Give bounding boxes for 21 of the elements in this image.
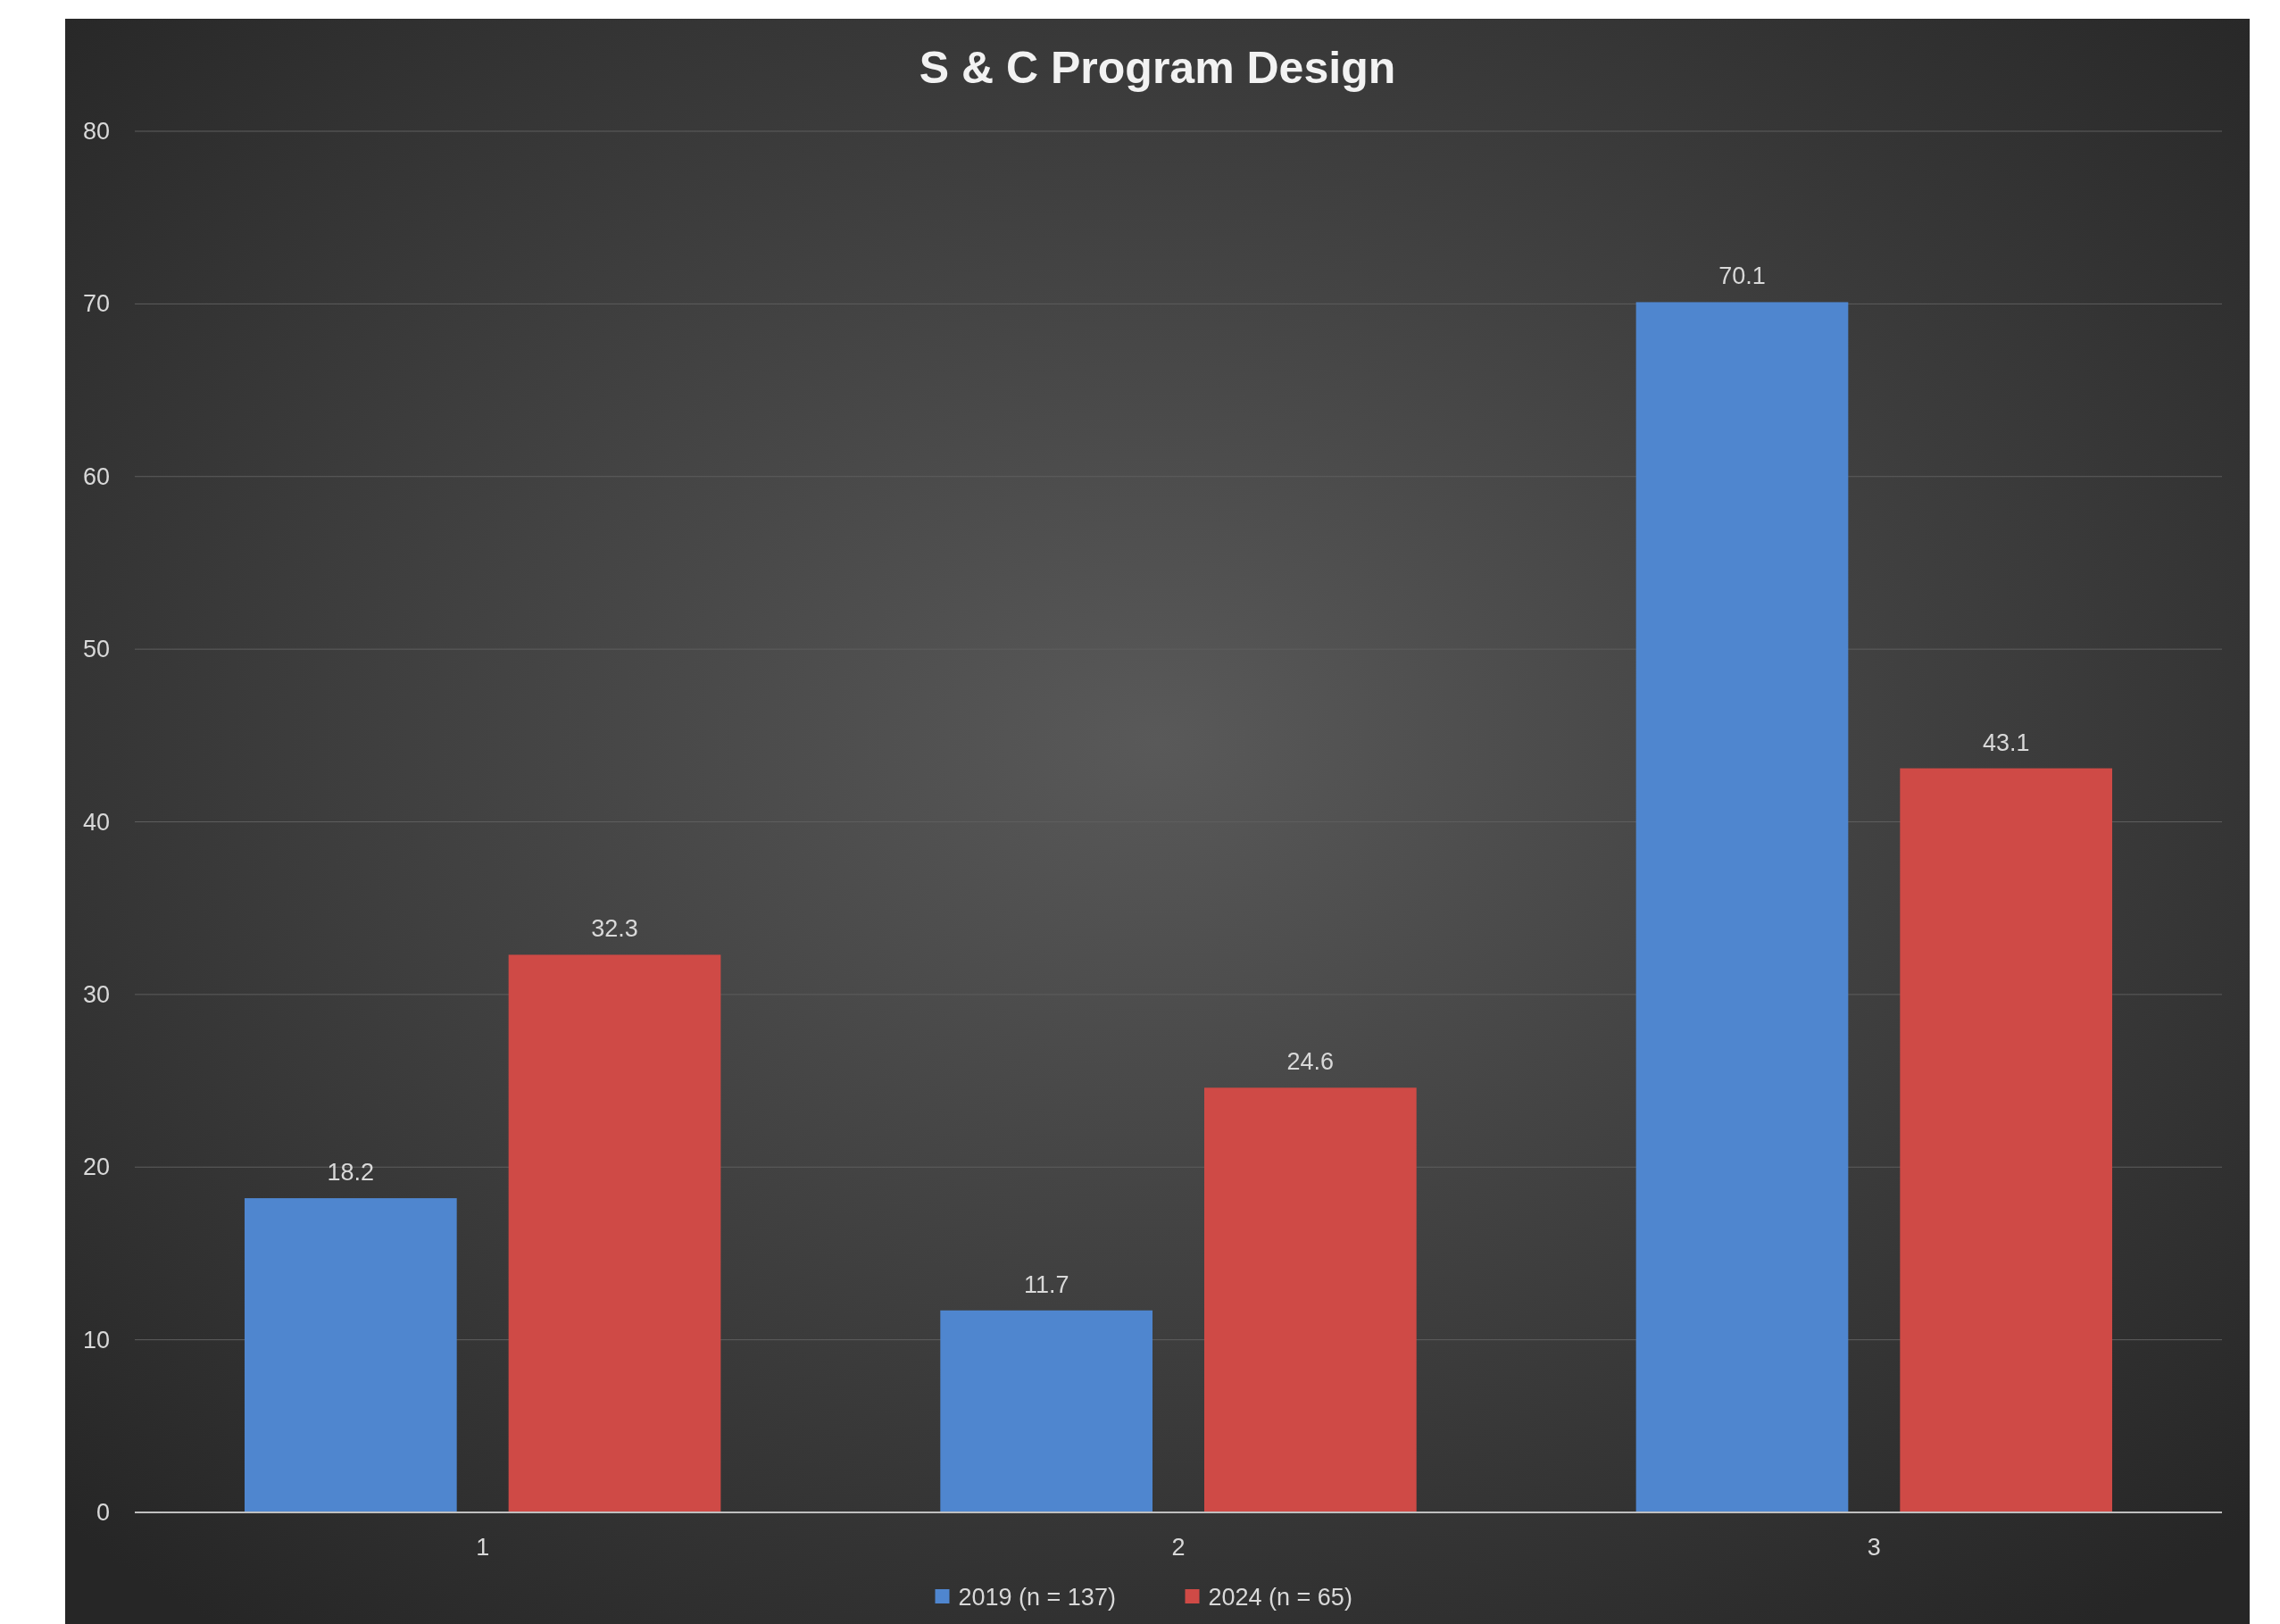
y-tick-label: 0 [96,1499,110,1526]
x-tick-label: 1 [476,1534,490,1561]
y-tick-label: 40 [82,808,110,836]
data-label: 43.1 [1982,729,2030,756]
data-label: 70.1 [1718,262,1766,290]
y-tick-label: 30 [82,980,110,1008]
legend-label: 2024 (n = 65) [1208,1584,1352,1611]
x-tick-label: 2 [1171,1534,1186,1561]
x-tick-label: 3 [1867,1534,1881,1561]
y-tick-label: 80 [82,118,110,145]
data-label: 11.7 [1023,1270,1069,1298]
data-label: 18.2 [327,1159,375,1187]
y-tick-label: 70 [82,290,110,318]
data-label: 32.3 [591,915,638,943]
legend-label: 2019 (n = 137) [958,1584,1116,1611]
y-tick-label: 60 [82,462,110,490]
y-tick-label: 20 [82,1153,110,1181]
y-tick-label: 10 [82,1326,110,1353]
chart-title: S & C Program Design [919,43,1396,93]
data-label: 24.6 [1286,1048,1335,1076]
y-tick-label: 50 [82,636,110,663]
